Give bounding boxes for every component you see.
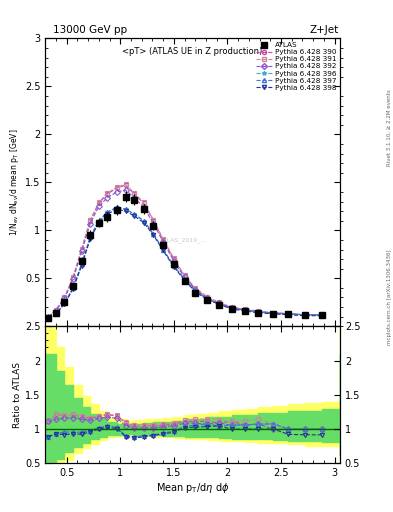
Y-axis label: 1/N$_{\rm ev}$ dN$_{\rm ev}$/d mean p$_{\rm T}$ [GeV]: 1/N$_{\rm ev}$ dN$_{\rm ev}$/d mean p$_{… xyxy=(8,129,21,236)
Text: <pT> (ATLAS UE in Z production): <pT> (ATLAS UE in Z production) xyxy=(123,47,263,56)
Text: ATLAS_2019_...: ATLAS_2019_... xyxy=(160,237,208,243)
Text: Z+Jet: Z+Jet xyxy=(310,25,339,35)
Text: 13000 GeV pp: 13000 GeV pp xyxy=(53,25,127,35)
Legend: ATLAS, Pythia 6.428 390, Pythia 6.428 391, Pythia 6.428 392, Pythia 6.428 396, P: ATLAS, Pythia 6.428 390, Pythia 6.428 39… xyxy=(254,40,338,93)
Text: mcplots.cern.ch [arXiv:1306.3436]: mcplots.cern.ch [arXiv:1306.3436] xyxy=(387,249,391,345)
Text: Rivet 3.1.10, ≥ 2.2M events: Rivet 3.1.10, ≥ 2.2M events xyxy=(387,90,391,166)
X-axis label: Mean p$_{\rm T}$/d$\eta$ d$\phi$: Mean p$_{\rm T}$/d$\eta$ d$\phi$ xyxy=(156,481,230,495)
Y-axis label: Ratio to ATLAS: Ratio to ATLAS xyxy=(13,362,22,428)
